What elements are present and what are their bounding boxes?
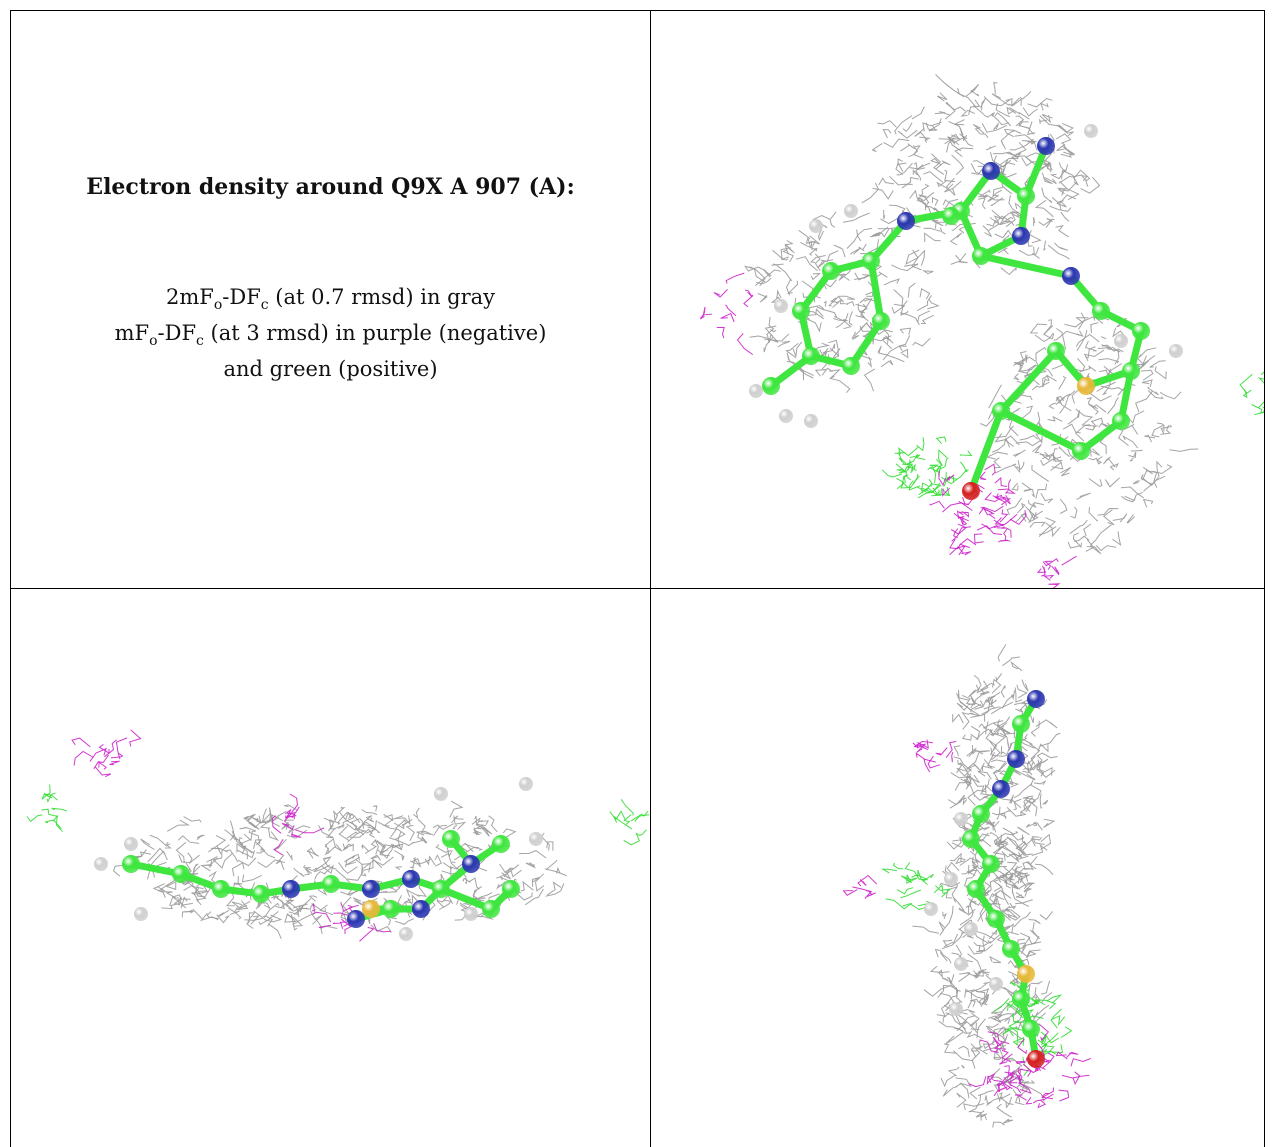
figure-grid: Electron density around Q9X A 907 (A): 2… <box>10 10 1265 1147</box>
density-mesh-negative <box>1036 555 1077 588</box>
atoms <box>924 690 1045 1068</box>
density-render-side <box>26 729 650 942</box>
density-mesh-negative <box>912 739 957 773</box>
density-mesh-gray <box>861 74 1101 276</box>
atoms <box>749 124 1183 500</box>
atoms <box>94 777 543 941</box>
view-bottom-right <box>651 588 1265 1147</box>
density-mesh-negative <box>272 793 325 856</box>
view-top-right <box>651 10 1265 588</box>
legend-line-fofc: mFo-DFc (at 3 rmsd) in purple (negative) <box>114 321 547 350</box>
density-render-top <box>700 74 1264 588</box>
caption-panel: Electron density around Q9X A 907 (A): 2… <box>10 10 651 588</box>
legend-line-2fofc: 2mFo-DFc (at 0.7 rmsd) in gray <box>165 285 496 314</box>
density-mesh-positive <box>1239 371 1264 416</box>
density-mesh-negative <box>71 729 142 778</box>
panel-title: Electron density around Q9X A 907 (A): <box>86 174 575 200</box>
density-mesh-negative <box>842 874 878 899</box>
bonds <box>767 142 1145 495</box>
density-mesh-positive <box>881 862 952 911</box>
legend-line-positive: and green (positive) <box>223 357 438 382</box>
density-mesh-positive <box>881 436 973 499</box>
density-mesh-positive <box>26 784 67 833</box>
legend-text: 2mFo-DFc (at 0.7 rmsd) in gray mFo-DFc (… <box>11 283 650 383</box>
density-mesh-negative <box>929 463 1027 556</box>
density-mesh-negative <box>700 272 754 356</box>
view-bottom-left <box>10 588 651 1147</box>
density-render-end <box>842 643 1091 1128</box>
density-mesh-positive <box>609 799 650 846</box>
